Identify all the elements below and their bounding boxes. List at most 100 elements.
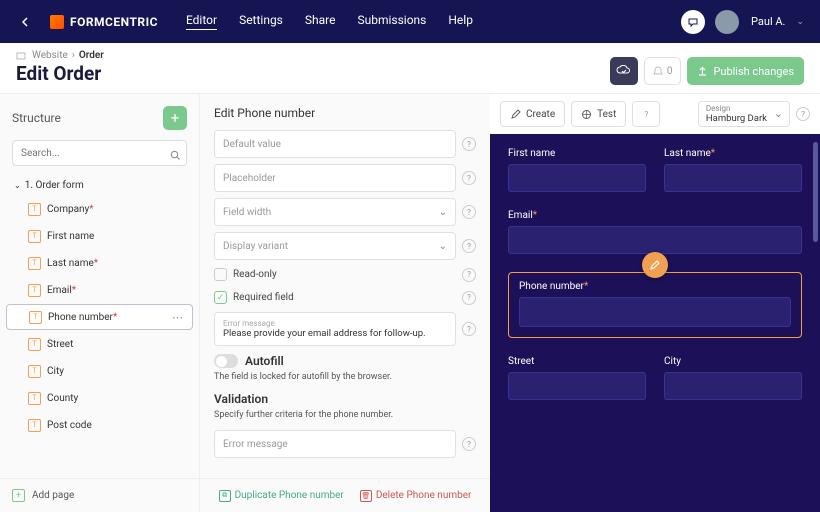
autofill-label: Autofill <box>245 354 284 368</box>
structure-panel: Structure + ⌄ 1. Order form TCompany*TFi… <box>0 94 200 512</box>
breadcrumb-root[interactable]: Website <box>32 50 68 61</box>
chat-button[interactable] <box>681 10 705 34</box>
duplicate-button[interactable]: ⧉ Duplicate Phone number <box>219 490 344 502</box>
required-checkbox[interactable]: ✓ <box>214 291 227 304</box>
toolbar-help[interactable]: ? <box>632 101 660 127</box>
preview-input[interactable] <box>508 226 802 254</box>
help-icon[interactable]: ? <box>462 239 476 253</box>
page-title: Edit Order <box>16 62 101 85</box>
folder-icon <box>16 51 26 61</box>
tree-item[interactable]: TFirst name <box>6 223 193 249</box>
plus-icon: + <box>12 489 25 502</box>
nav-links: Editor Settings Share Submissions Help <box>186 13 473 30</box>
breadcrumb: Website › Order <box>16 50 104 61</box>
create-button[interactable]: Create <box>500 101 565 127</box>
add-button[interactable]: + <box>163 106 187 130</box>
notification-count: 0 <box>667 66 673 77</box>
field-icon: T <box>28 365 41 378</box>
avatar[interactable] <box>715 10 739 34</box>
field-icon: T <box>29 311 42 324</box>
required-label: Required field <box>233 292 294 303</box>
help-icon[interactable]: ? <box>462 291 476 305</box>
cloud-check-icon <box>616 65 631 77</box>
pencil-icon <box>510 109 521 120</box>
delete-button[interactable]: 🗑 Delete Phone number <box>360 490 472 502</box>
autofill-toggle[interactable] <box>214 354 238 368</box>
field-icon: T <box>28 284 41 297</box>
autofill-hint: The field is locked for autofill by the … <box>214 372 476 382</box>
default-value-input[interactable]: Default value <box>214 130 456 158</box>
tree-root[interactable]: ⌄ 1. Order form <box>6 176 193 195</box>
preview-input[interactable] <box>508 164 646 192</box>
publish-button[interactable]: Publish changes <box>687 57 804 85</box>
help-icon[interactable]: ? <box>796 107 810 121</box>
error-message-2-input[interactable]: Error message <box>214 430 456 458</box>
nav-submissions[interactable]: Submissions <box>357 13 426 30</box>
nav-help[interactable]: Help <box>448 13 473 30</box>
breadcrumb-page[interactable]: Order <box>79 50 104 61</box>
help-icon: ? <box>639 107 653 121</box>
tree-item[interactable]: TPhone number*⋯ <box>6 304 193 330</box>
sub-actions: 0 Publish changes <box>610 57 804 85</box>
top-nav: FORMCENTRIC Editor Settings Share Submis… <box>0 0 820 43</box>
chevron-down-icon: ⌄ <box>439 241 447 252</box>
more-icon[interactable]: ⋯ <box>169 311 186 324</box>
username: Paul A. <box>751 15 785 28</box>
cloud-button[interactable] <box>610 57 638 85</box>
preview-input[interactable] <box>519 297 791 327</box>
display-variant-select[interactable]: Display variant⌄ <box>214 232 456 260</box>
preview-email: Email* <box>508 210 802 254</box>
nav-editor[interactable]: Editor <box>186 13 217 30</box>
field-icon: T <box>28 338 41 351</box>
scrollbar[interactable] <box>813 134 818 512</box>
preview-phone-selected: Phone number* <box>508 272 802 338</box>
back-button[interactable] <box>16 12 36 32</box>
test-button[interactable]: Test <box>571 101 626 127</box>
trash-icon: 🗑 <box>360 490 372 502</box>
tree-item[interactable]: TCounty <box>6 385 193 411</box>
preview-input[interactable] <box>664 164 802 192</box>
preview-street: Street <box>508 356 646 400</box>
help-icon[interactable]: ? <box>462 437 476 451</box>
preview-input[interactable] <box>508 372 646 400</box>
chevron-down-icon[interactable]: ⌄ <box>796 17 804 27</box>
chevron-down-icon: ⌄ <box>439 207 447 218</box>
nav-settings[interactable]: Settings <box>239 13 283 30</box>
search-input[interactable] <box>12 140 187 166</box>
preview-first-name: First name <box>508 148 646 192</box>
editor-form: Default value ? Placeholder ? Field widt… <box>200 130 490 478</box>
tree-item[interactable]: TCompany* <box>6 196 193 222</box>
upload-icon <box>697 66 708 77</box>
tree-item[interactable]: TPost code <box>6 412 193 438</box>
field-icon: T <box>28 230 41 243</box>
tree-item[interactable]: TCity <box>6 358 193 384</box>
preview-input[interactable] <box>664 372 802 400</box>
help-icon[interactable]: ? <box>462 322 476 336</box>
error-message-input[interactable]: Error message Please provide your email … <box>214 312 456 346</box>
field-icon: T <box>28 257 41 270</box>
help-icon[interactable]: ? <box>462 268 476 282</box>
logo: FORMCENTRIC <box>50 15 158 29</box>
bell-icon <box>653 66 663 77</box>
chevron-down-icon: ⌄ <box>14 181 21 190</box>
validation-title: Validation <box>214 392 476 406</box>
tree-item[interactable]: TEmail* <box>6 277 193 303</box>
notifications-button[interactable]: 0 <box>644 57 682 85</box>
readonly-checkbox[interactable] <box>214 268 227 281</box>
tree-item[interactable]: TLast name* <box>6 250 193 276</box>
globe-icon <box>581 109 592 120</box>
help-icon[interactable]: ? <box>462 205 476 219</box>
nav-share[interactable]: Share <box>305 13 336 30</box>
preview-toolbar: Create Test ? Design Hamburg Dark ? <box>490 94 820 134</box>
main: Structure + ⌄ 1. Order form TCompany*TFi… <box>0 94 820 512</box>
publish-label: Publish changes <box>713 65 794 78</box>
add-page-button[interactable]: + Add page <box>0 478 199 512</box>
placeholder-input[interactable]: Placeholder <box>214 164 456 192</box>
search-box <box>12 140 187 166</box>
field-width-select[interactable]: Field width⌄ <box>214 198 456 226</box>
edit-badge[interactable] <box>642 252 668 278</box>
help-icon[interactable]: ? <box>462 171 476 185</box>
tree-item[interactable]: TStreet <box>6 331 193 357</box>
help-icon[interactable]: ? <box>462 137 476 151</box>
design-select[interactable]: Design Hamburg Dark <box>698 101 790 127</box>
